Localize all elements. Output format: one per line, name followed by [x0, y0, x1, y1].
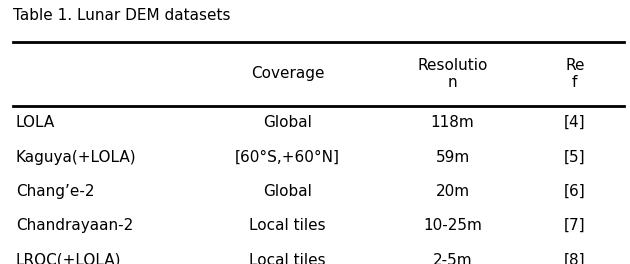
Text: Re
f: Re f — [565, 58, 585, 90]
Text: LROC(+LOLA): LROC(+LOLA) — [16, 253, 121, 264]
Text: Local tiles: Local tiles — [249, 218, 326, 233]
Text: Global: Global — [263, 115, 312, 130]
Text: 2-5m: 2-5m — [433, 253, 472, 264]
Text: [7]: [7] — [564, 218, 586, 233]
Text: Resolutio
n: Resolutio n — [418, 58, 488, 90]
Text: [60°S,+60°N]: [60°S,+60°N] — [235, 150, 340, 164]
Text: [5]: [5] — [564, 150, 586, 164]
Text: Chang’e-2: Chang’e-2 — [16, 184, 94, 199]
Text: Chandrayaan-2: Chandrayaan-2 — [16, 218, 133, 233]
Text: Local tiles: Local tiles — [249, 253, 326, 264]
Text: 10-25m: 10-25m — [423, 218, 482, 233]
Text: LOLA: LOLA — [16, 115, 55, 130]
Text: [6]: [6] — [564, 184, 586, 199]
Text: [4]: [4] — [564, 115, 586, 130]
Text: Global: Global — [263, 184, 312, 199]
Text: 118m: 118m — [431, 115, 474, 130]
Text: 20m: 20m — [435, 184, 469, 199]
Text: Kaguya(+LOLA): Kaguya(+LOLA) — [16, 150, 136, 164]
Text: [8]: [8] — [564, 253, 586, 264]
Text: Coverage: Coverage — [251, 67, 324, 81]
Text: 59m: 59m — [435, 150, 470, 164]
Text: Table 1. Lunar DEM datasets: Table 1. Lunar DEM datasets — [13, 8, 230, 23]
